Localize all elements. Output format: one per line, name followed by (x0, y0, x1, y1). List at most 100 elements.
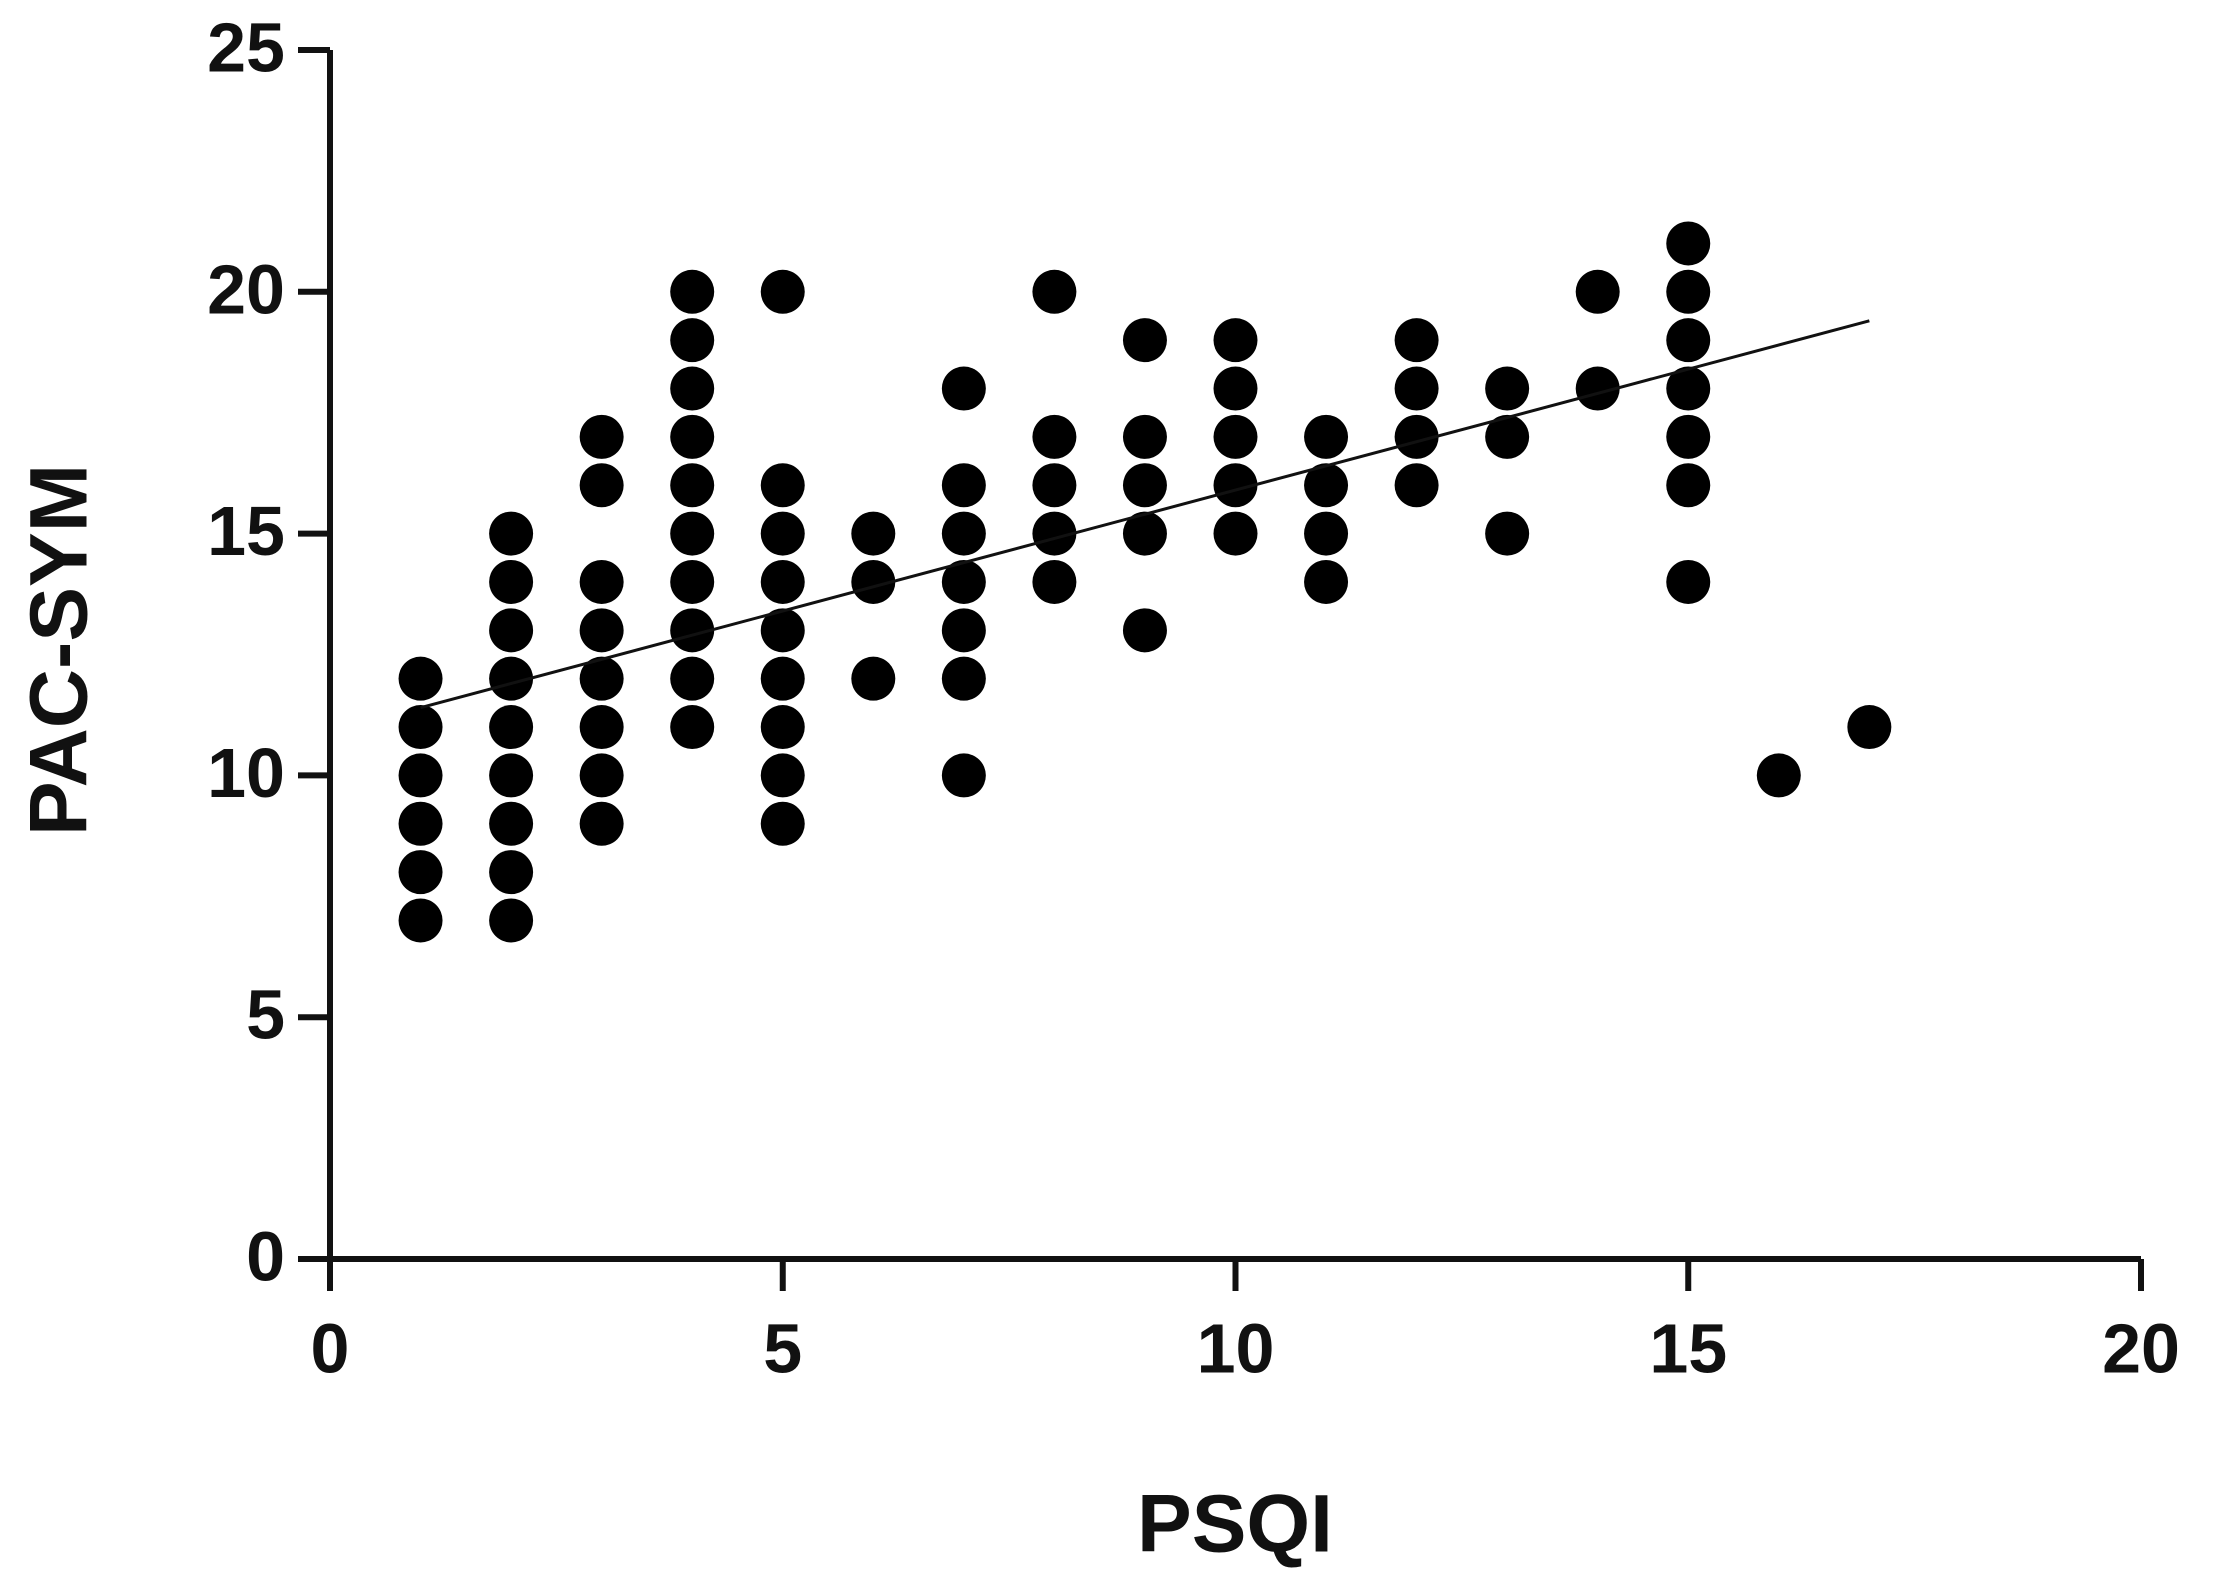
point (398, 656, 443, 701)
point (941, 656, 986, 701)
point (851, 656, 896, 701)
point (1666, 559, 1711, 604)
point (760, 463, 805, 508)
point (1213, 414, 1258, 459)
point (1304, 414, 1349, 459)
point (489, 656, 534, 701)
point (941, 511, 986, 556)
y-axis-title: PAC-SYM (14, 464, 105, 836)
point (760, 656, 805, 701)
point (760, 705, 805, 750)
point (1304, 463, 1349, 508)
point (1666, 463, 1711, 508)
y-tick-label: 20 (207, 250, 285, 328)
point (1304, 511, 1349, 556)
point (398, 753, 443, 798)
point (1394, 463, 1439, 508)
point (851, 559, 896, 604)
point (489, 898, 534, 943)
point (670, 414, 715, 459)
point (1122, 318, 1167, 363)
y-tick-label: 5 (246, 976, 285, 1054)
point (670, 608, 715, 653)
point (1213, 463, 1258, 508)
trend-line (420, 319, 1870, 710)
x-tick-label: 20 (2102, 1309, 2180, 1387)
point (398, 705, 443, 750)
point (1213, 366, 1258, 411)
point (670, 463, 715, 508)
point (1213, 318, 1258, 363)
point (1666, 318, 1711, 363)
point (1032, 511, 1077, 556)
point (1847, 705, 1892, 750)
point (489, 705, 534, 750)
x-tick-label: 10 (1197, 1309, 1275, 1387)
point (851, 511, 896, 556)
point (941, 559, 986, 604)
point (579, 463, 624, 508)
point (1485, 414, 1530, 459)
x-tick-label: 0 (311, 1309, 350, 1387)
point (670, 656, 715, 701)
point (398, 801, 443, 846)
point (579, 559, 624, 604)
point (1485, 511, 1530, 556)
x-tick-label: 15 (1649, 1309, 1727, 1387)
point (1394, 414, 1439, 459)
point (579, 414, 624, 459)
point (1394, 318, 1439, 363)
y-tick-label: 15 (207, 492, 285, 570)
point (760, 753, 805, 798)
point (1666, 269, 1711, 314)
point (760, 269, 805, 314)
x-tick-label: 5 (763, 1309, 802, 1387)
x-axis-title: PSQI (1137, 1479, 1333, 1570)
point (1575, 366, 1620, 411)
point (1122, 608, 1167, 653)
point (1666, 221, 1711, 266)
point (1122, 414, 1167, 459)
y-tick-label: 0 (246, 1217, 285, 1295)
point (760, 511, 805, 556)
point (1122, 511, 1167, 556)
point (941, 366, 986, 411)
point (1032, 463, 1077, 508)
point (1213, 511, 1258, 556)
point (579, 608, 624, 653)
point (1575, 269, 1620, 314)
point (670, 511, 715, 556)
point (941, 753, 986, 798)
point (579, 705, 624, 750)
point (941, 608, 986, 653)
point (1485, 366, 1530, 411)
point (1032, 559, 1077, 604)
point (1032, 269, 1077, 314)
point (489, 753, 534, 798)
point (760, 559, 805, 604)
y-tick-label: 25 (207, 8, 285, 86)
point (489, 511, 534, 556)
point (760, 608, 805, 653)
point (489, 608, 534, 653)
point (1756, 753, 1801, 798)
point (398, 898, 443, 943)
point (941, 463, 986, 508)
point (1122, 463, 1167, 508)
point (579, 753, 624, 798)
point (670, 269, 715, 314)
point (1032, 414, 1077, 459)
point (579, 801, 624, 846)
point (579, 656, 624, 701)
point (1304, 559, 1349, 604)
point (398, 850, 443, 895)
point (670, 366, 715, 411)
point (1394, 366, 1439, 411)
point (670, 318, 715, 363)
point (1666, 366, 1711, 411)
point (1666, 414, 1711, 459)
point (489, 559, 534, 604)
point (670, 705, 715, 750)
